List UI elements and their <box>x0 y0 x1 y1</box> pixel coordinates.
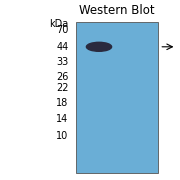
Text: 14: 14 <box>56 114 68 124</box>
Text: kDa: kDa <box>49 19 68 29</box>
Text: 33: 33 <box>56 57 68 67</box>
Text: 70: 70 <box>56 25 68 35</box>
Text: Western Blot: Western Blot <box>79 4 155 17</box>
Text: 18: 18 <box>56 98 68 108</box>
Bar <box>76 22 158 173</box>
Ellipse shape <box>86 42 112 51</box>
Text: 44: 44 <box>56 42 68 52</box>
Text: 10: 10 <box>56 131 68 141</box>
Text: 22: 22 <box>56 83 68 93</box>
Text: 26: 26 <box>56 71 68 82</box>
